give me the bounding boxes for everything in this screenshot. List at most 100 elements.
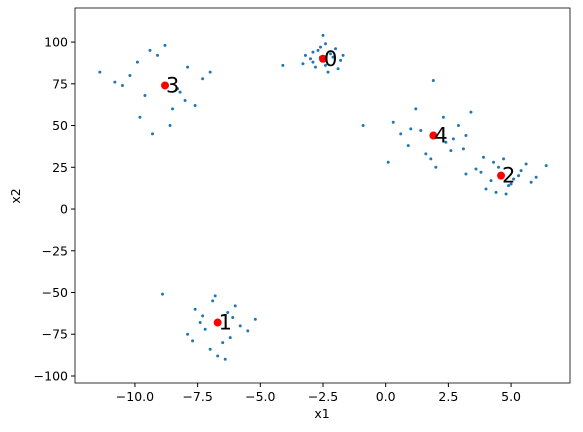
point — [198, 321, 202, 325]
point — [203, 327, 207, 331]
point — [524, 162, 528, 166]
point — [517, 174, 521, 178]
point — [399, 132, 403, 136]
point — [324, 63, 328, 67]
point — [128, 73, 132, 77]
point — [494, 190, 498, 194]
point — [171, 107, 175, 111]
point — [324, 42, 328, 46]
point — [424, 152, 428, 156]
center-point — [161, 81, 170, 90]
point — [479, 170, 483, 174]
point — [211, 299, 215, 303]
point — [484, 187, 488, 191]
point — [186, 65, 190, 69]
point — [201, 314, 205, 318]
point — [331, 55, 335, 59]
point — [148, 48, 152, 52]
x-tick-label: −10.0 — [116, 389, 154, 404]
center-label: 1 — [219, 311, 232, 335]
point — [386, 160, 390, 164]
x-tick-label: 2.5 — [438, 389, 458, 404]
point — [311, 50, 315, 54]
point — [534, 175, 538, 179]
point — [186, 332, 190, 336]
point — [444, 140, 448, 144]
y-tick-label: −75 — [42, 327, 68, 342]
center-point — [429, 131, 438, 140]
x-axis-label: x1 — [314, 406, 329, 421]
point — [451, 137, 455, 141]
point — [135, 60, 139, 64]
point — [150, 132, 154, 136]
point — [233, 304, 237, 308]
point — [341, 53, 345, 57]
center-point — [319, 54, 328, 63]
x-tick-label: 0.0 — [376, 389, 396, 404]
point — [316, 48, 320, 52]
point — [156, 53, 159, 57]
center-label: 4 — [434, 124, 447, 148]
point — [228, 336, 232, 340]
point — [339, 58, 343, 62]
point — [163, 43, 167, 47]
point — [208, 347, 212, 351]
center-label: 3 — [166, 73, 179, 97]
y-tick-label: −50 — [42, 285, 68, 300]
y-tick-label: −100 — [34, 368, 68, 383]
x-tick-label: −5.0 — [245, 389, 275, 404]
point — [143, 93, 147, 97]
point — [176, 87, 180, 91]
point — [489, 179, 493, 183]
y-tick-label: 0 — [60, 202, 68, 217]
point — [509, 182, 513, 186]
center-point — [497, 171, 506, 180]
point — [168, 124, 172, 128]
point — [461, 147, 465, 151]
point — [441, 115, 445, 119]
point — [223, 357, 227, 361]
point — [183, 98, 187, 102]
point — [474, 167, 478, 171]
point — [301, 62, 305, 66]
point — [544, 164, 548, 168]
point — [238, 324, 242, 328]
point — [191, 339, 195, 343]
point — [434, 165, 438, 169]
point — [138, 115, 142, 119]
point — [492, 160, 496, 164]
point — [308, 57, 312, 61]
y-tick-label: 50 — [52, 118, 68, 133]
point — [456, 124, 460, 128]
point — [178, 90, 182, 94]
x-tick-label: −7.5 — [182, 389, 212, 404]
x-tick-label: 5.0 — [501, 389, 521, 404]
point — [336, 67, 340, 71]
point — [193, 104, 197, 108]
y-tick-label: −25 — [42, 243, 68, 258]
point — [193, 307, 197, 311]
point — [512, 177, 516, 181]
y-tick-label: 100 — [44, 35, 68, 50]
point — [253, 317, 257, 321]
point — [429, 157, 433, 161]
point — [161, 292, 165, 296]
point — [519, 169, 523, 173]
point — [216, 354, 220, 358]
center-label: 2 — [502, 164, 515, 188]
point — [329, 52, 333, 56]
point — [321, 33, 325, 37]
point — [464, 172, 468, 176]
point — [391, 120, 395, 124]
point — [120, 83, 124, 87]
center-point — [213, 318, 222, 327]
point — [311, 60, 315, 64]
point — [303, 53, 307, 57]
point — [221, 341, 225, 345]
point — [481, 155, 485, 159]
plot-frame — [74, 7, 571, 384]
point — [414, 107, 418, 111]
point — [213, 294, 217, 298]
point — [464, 134, 468, 138]
